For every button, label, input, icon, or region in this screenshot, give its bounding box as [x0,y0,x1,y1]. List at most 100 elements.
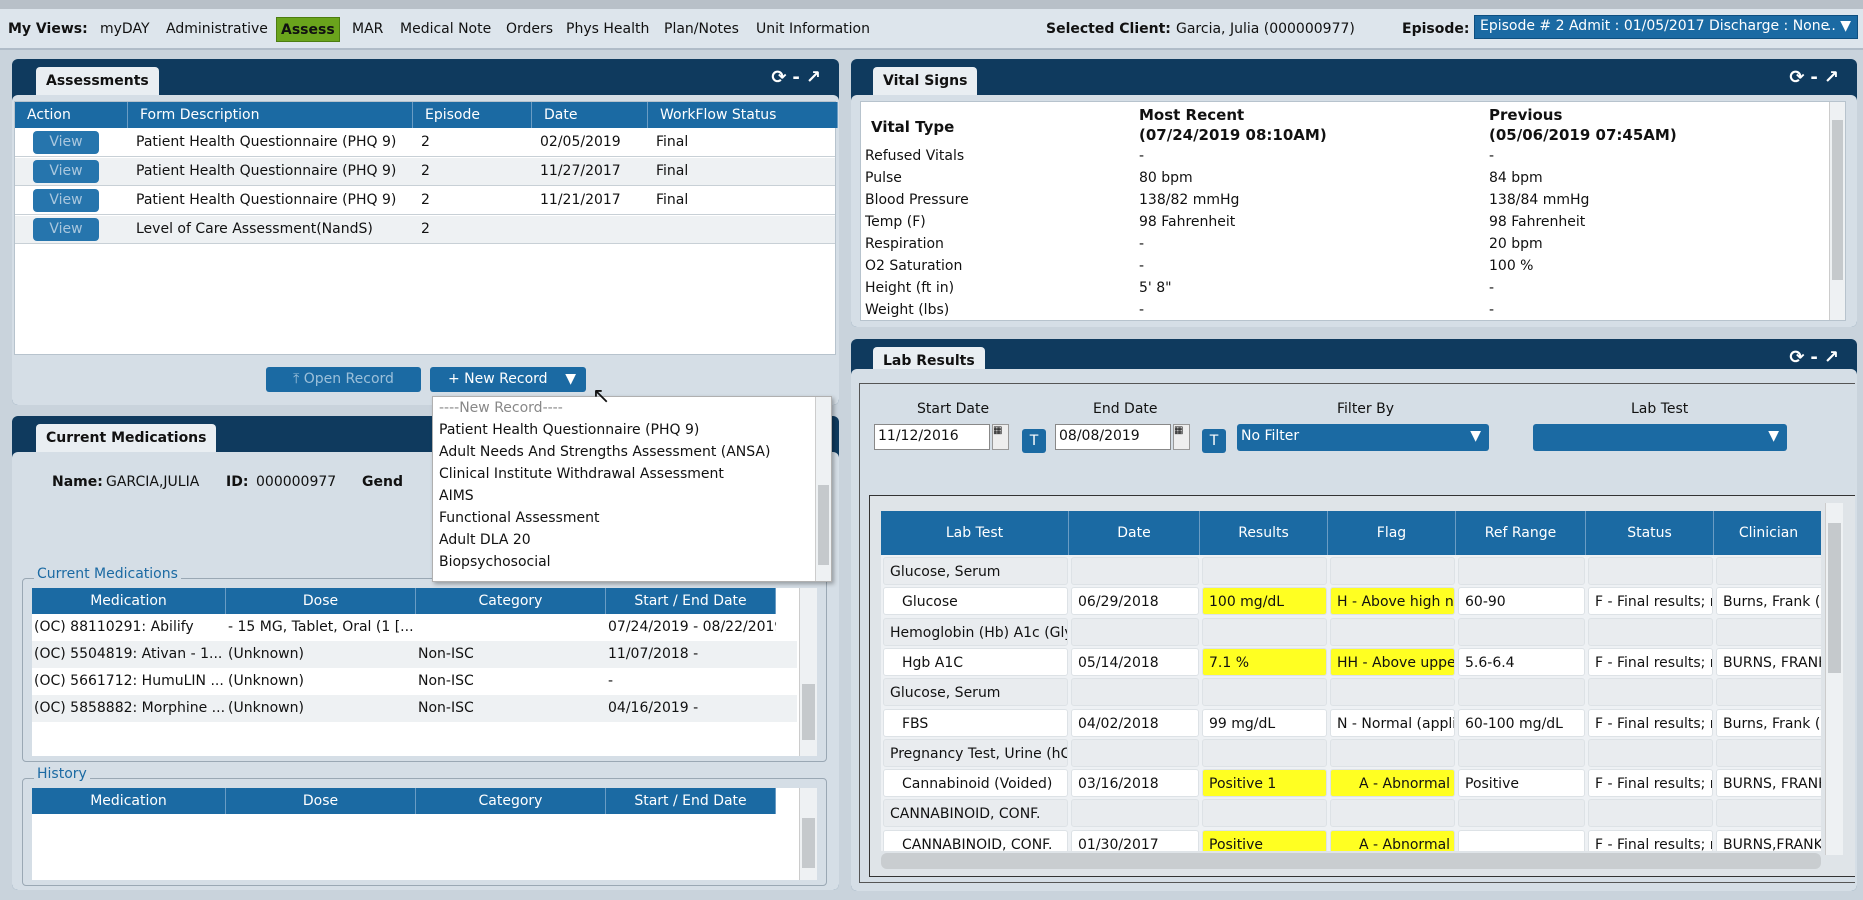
scroll-thumb[interactable] [1828,523,1841,673]
filter-by-select[interactable]: No Filter ▼ [1237,424,1489,451]
table-row[interactable]: Glucose, Serum [881,678,1821,708]
table-row[interactable]: Glucose, Serum [881,557,1821,587]
minimize-icon[interactable]: - [792,67,806,88]
column-header[interactable]: Dose [226,588,416,614]
refresh-icon[interactable]: ⟳ [1789,67,1811,88]
table-row[interactable]: (OC) 5858882: Morphine ... (Unknown) Non-I… [32,695,797,722]
view-assess[interactable]: Assess [276,17,340,42]
column-header[interactable]: Dose [226,788,416,814]
refresh-icon[interactable]: ⟳ [1789,347,1811,368]
view-administrative[interactable]: Administrative [166,21,268,37]
dropdown-option[interactable]: AIMS [439,488,474,504]
minimize-icon[interactable]: - [1810,347,1824,368]
tab-vital-signs[interactable]: Vital Signs [873,67,978,95]
view-button[interactable]: View [33,160,99,183]
column-header[interactable]: Date [1069,511,1200,555]
calendar-icon[interactable]: ▦ [992,424,1009,450]
episode-select[interactable]: Episode # 2 Admit : 01/05/2017 Discharge… [1474,15,1858,39]
expand-icon[interactable]: ↗ [1823,67,1845,88]
dropdown-scrollbar[interactable] [815,397,831,581]
dropdown-option[interactable]: Biopsychosocial [439,554,551,570]
open-record-button[interactable]: ⤒ Open Record [266,367,421,392]
view-phys-health[interactable]: Phys Health [566,21,650,37]
table-row[interactable]: View Patient Health Questionnaire (PHQ 9)… [15,129,835,157]
scroll-thumb[interactable] [818,485,829,565]
tab-current-medications[interactable]: Current Medications [36,424,217,452]
episode-label: Episode: [1402,21,1470,37]
vitals-scrollbar[interactable] [1829,102,1845,320]
column-header[interactable]: Form Description [128,102,413,128]
table-row[interactable]: Glucose 06/29/2018 100 mg/dL H - Above high… [881,587,1821,617]
column-header[interactable]: Ref Range [1456,511,1586,555]
table-row[interactable]: FBS 04/02/2018 99 mg/dL N - Normal (applie 6… [881,708,1821,739]
expand-icon[interactable]: ↗ [805,67,827,88]
lab-horizontal-scrollbar[interactable] [881,853,1821,869]
column-header[interactable]: Status [1586,511,1714,555]
table-row[interactable]: View Level of Care Assessment(NandS) 2 [15,216,835,244]
column-header[interactable]: Clinician [1714,511,1821,555]
column-header[interactable]: Action [15,102,128,128]
table-row[interactable]: (OC) 5504819: Ativan - 1... (Unknown) Non-… [32,641,797,668]
column-header[interactable]: Results [1200,511,1328,555]
end-today-button[interactable]: T [1202,429,1226,453]
table-row[interactable]: Hemoglobin (Hb) A1c (Glyc [881,617,1821,648]
dropdown-option[interactable]: Adult DLA 20 [439,532,531,548]
view-medical-note[interactable]: Medical Note [400,21,492,37]
view-unit-information[interactable]: Unit Information [756,21,870,37]
start-date-input[interactable]: 11/12/2016 [874,424,990,450]
column-header[interactable]: Start / End Date [606,588,776,614]
column-header[interactable]: Category [416,588,606,614]
view-plan-notes[interactable]: Plan/Notes [664,21,739,37]
expand-icon[interactable]: ↗ [1823,347,1845,368]
column-header[interactable]: Start / End Date [606,788,776,814]
dropdown-option[interactable]: Adult Needs And Strengths Assessment (AN… [439,444,771,460]
table-row[interactable]: CANNABINOID, CONF. 01/30/2017 Positive A - … [881,829,1821,851]
table-row[interactable]: View Patient Health Questionnaire (PHQ 9)… [15,158,835,186]
lab-cell: Positive [1202,829,1327,851]
assessments-body: Action Form Description Episode Date WorkFlo… [12,95,839,405]
refresh-icon[interactable]: ⟳ [771,67,793,88]
lab-test-select[interactable]: ▼ [1533,424,1787,451]
start-today-button[interactable]: T [1022,429,1046,453]
column-header[interactable]: Date [532,102,648,128]
scroll-thumb[interactable] [1832,120,1843,280]
table-row[interactable]: (OC) 5661712: HumuLIN ... (Unknown) Non-IS… [32,668,797,695]
calendar-icon[interactable]: ▦ [1173,424,1190,450]
view-button[interactable]: View [33,218,99,241]
medications-scrollbar[interactable] [799,588,817,756]
column-header[interactable]: Medication [32,588,226,614]
column-header[interactable]: Flag [1328,511,1456,555]
view-orders[interactable]: Orders [506,21,554,37]
table-row[interactable]: Pregnancy Test, Urine (hC [881,738,1821,769]
column-header[interactable]: Lab Test [881,511,1069,555]
table-row[interactable]: Cannabinoid (Voided) 03/16/2018 Positive 1… [881,769,1821,799]
scroll-thumb[interactable] [802,684,815,740]
lab-vertical-scrollbar[interactable] [1825,503,1843,855]
dropdown-option[interactable]: Clinical Institute Withdrawal Assessment [439,466,724,482]
new-record-button[interactable]: + New Record ▼ [430,367,586,392]
view-button[interactable]: View [33,189,99,212]
view-mar[interactable]: MAR [352,21,384,37]
table-row[interactable]: CANNABINOID, CONF. [881,799,1821,829]
view-button[interactable]: View [33,131,99,154]
lab-cell: F - Final results; re [1588,708,1713,737]
chevron-down-icon[interactable]: ▼ [565,371,576,387]
dropdown-option[interactable]: Patient Health Questionnaire (PHQ 9) [439,422,700,438]
view-myday[interactable]: myDAY [100,21,150,37]
dropdown-option[interactable]: ----New Record---- [439,400,563,416]
dropdown-option[interactable]: Functional Assessment [439,510,600,526]
end-date-input[interactable]: 08/08/2019 [1055,424,1171,450]
history-scrollbar[interactable] [799,788,817,880]
filter-by-label: Filter By [1337,401,1395,417]
column-header[interactable]: WorkFlow Status [648,102,838,128]
table-row[interactable]: View Patient Health Questionnaire (PHQ 9)… [15,187,835,215]
column-header[interactable]: Medication [32,788,226,814]
column-header[interactable]: Category [416,788,606,814]
column-header[interactable]: Episode [413,102,532,128]
tab-assessments[interactable]: Assessments [36,67,159,95]
table-row[interactable]: Hgb A1C 05/14/2018 7.1 % HH - Above upper 5.… [881,647,1821,678]
minimize-icon[interactable]: - [1810,67,1824,88]
scroll-thumb[interactable] [802,818,815,868]
table-row[interactable]: (OC) 88110291: Abilify - 15 MG, Tablet, O… [32,614,797,641]
vital-value: - [1489,280,1495,296]
